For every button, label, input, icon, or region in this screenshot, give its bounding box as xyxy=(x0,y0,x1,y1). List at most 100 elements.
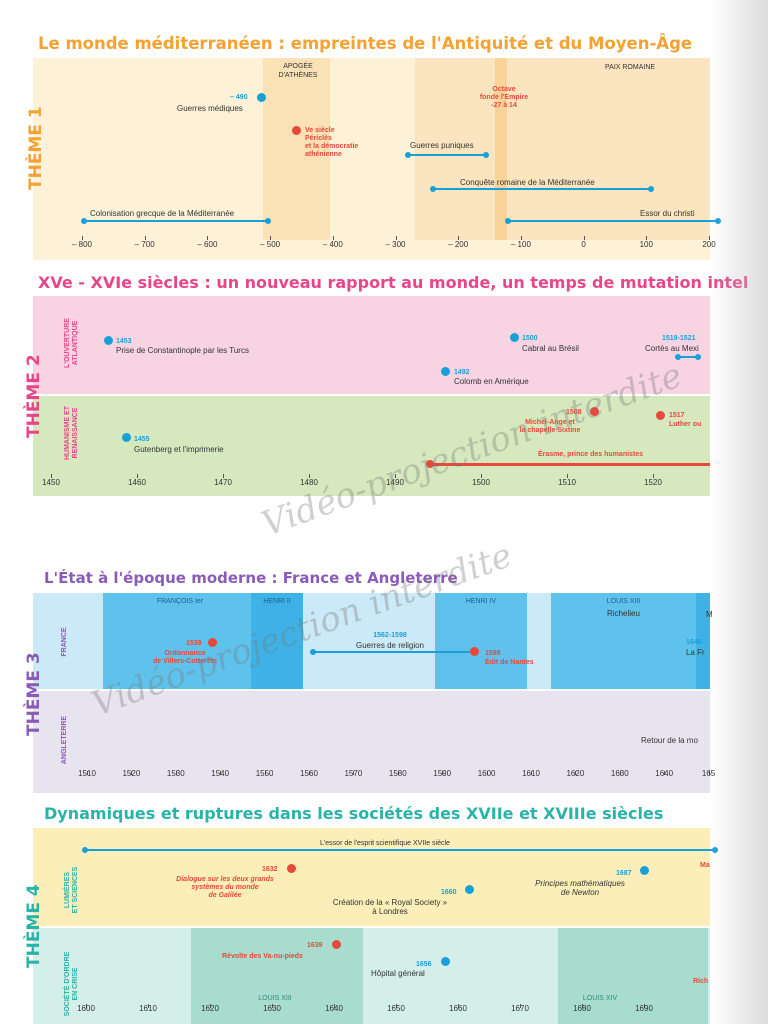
k4b-label: Richelieu xyxy=(607,609,640,618)
e4-dot xyxy=(441,367,450,376)
ev1-date: – 490 xyxy=(230,94,248,101)
axis-tick-label: 1510 xyxy=(558,478,576,487)
axis-tick-label: – 800 xyxy=(71,240,93,249)
t4e5-date: 1639 xyxy=(307,942,323,949)
e3-text: Cortès au Mexi xyxy=(645,344,699,353)
axis-tick-label: 1460 xyxy=(128,478,146,487)
theme3-title: L'État à l'époque moderne : France et An… xyxy=(44,569,458,587)
axis-tick-label: – 700 xyxy=(134,240,155,249)
apogee-label: APOGÉE D'ATHÈNES xyxy=(278,63,318,79)
t3e3-date: 1598 xyxy=(485,650,501,657)
axis-tick-label: 1690 xyxy=(635,1004,653,1013)
ev1-text: Guerres médiques xyxy=(177,104,243,113)
theme1-label: THÈME 1 xyxy=(26,106,46,190)
axis-tick-mark xyxy=(210,1004,211,1008)
t4e1-text: Dialogue sur les deux grands systèmes du… xyxy=(176,876,274,899)
e2-dot xyxy=(510,333,519,342)
axis-tick-label: 200 xyxy=(702,240,716,249)
t4e1-dot xyxy=(287,864,296,873)
axis-tick-label: 1470 xyxy=(214,478,232,487)
ev6-bar xyxy=(81,218,271,224)
axis-tick-label: 1640 xyxy=(325,1004,343,1013)
t4e5-text: Révolte des Va-nu-pieds xyxy=(222,953,303,960)
axis-tick-mark xyxy=(583,236,585,240)
axis-tick-label: – 400 xyxy=(322,240,343,249)
axis-tick-mark xyxy=(131,771,133,775)
t3e2-bar xyxy=(310,649,478,655)
t4-top-bar xyxy=(82,847,718,853)
axis-tick-mark xyxy=(144,236,146,240)
k2-label: HENRI II xyxy=(263,598,291,605)
axis-tick-label: 1680 xyxy=(573,1004,591,1013)
axis-tick-mark xyxy=(332,236,334,240)
t4e3-date: 1687 xyxy=(616,870,632,877)
t3e1-date: 1539 xyxy=(186,640,202,647)
theme2-label: THÈME 2 xyxy=(24,354,44,438)
axis-tick-label: 1630 xyxy=(610,769,629,778)
axis-tick-label: 1480 xyxy=(300,478,318,487)
axis-tick-label: 1520 xyxy=(644,478,662,487)
ev4-text: Guerres puniques xyxy=(410,141,474,150)
t3e1-dot xyxy=(208,638,217,647)
e6-date: 1508 xyxy=(566,409,582,416)
e7-dot xyxy=(656,411,665,420)
axis-tick-label: 1620 xyxy=(566,769,585,778)
axis-tick-mark xyxy=(644,1004,645,1008)
e3-bar xyxy=(675,354,701,360)
e2-text: Cabral au Brésil xyxy=(522,344,579,353)
axis-tick-mark xyxy=(270,236,272,240)
axis-tick-mark xyxy=(309,474,310,478)
axis-tick-mark xyxy=(272,1004,273,1008)
axis-tick-mark xyxy=(397,771,399,775)
ev5-bar xyxy=(430,186,654,192)
theme4-band-a xyxy=(33,828,710,926)
t3e4-date: 1648- xyxy=(686,639,704,646)
t3e2-date: 1562-1598 xyxy=(373,632,407,639)
theme3-band-a xyxy=(33,593,710,689)
axis-tick-mark xyxy=(51,474,52,478)
e6-dot xyxy=(590,407,599,416)
axis-tick-label: 1510 xyxy=(78,769,96,778)
ev7-text: Essor du christi xyxy=(640,209,695,218)
axis-tick-mark xyxy=(531,771,532,775)
ev2-text: Ve siècle Périclès et la démocratie athé… xyxy=(305,127,359,158)
t4e6-date: 1656 xyxy=(416,961,432,968)
t4e6-dot xyxy=(441,957,450,966)
t4e4-text: Ma xyxy=(700,862,710,869)
axis-tick-mark xyxy=(395,236,397,240)
theme2-sub-a: L'OUVERTURE ATLANTIQUE xyxy=(64,318,79,368)
theme3-band-b xyxy=(33,691,710,793)
axis-tick-label: 1620 xyxy=(201,1004,219,1013)
axis-tick-label: – 200 xyxy=(448,240,469,249)
e1-text: Prise de Constantinople par les Turcs xyxy=(116,346,249,355)
axis-tick-label: 1600 xyxy=(77,1004,95,1013)
e1-date: 1453 xyxy=(116,338,132,345)
axis-tick-mark xyxy=(582,1004,583,1008)
axis-tick-label: 1590 xyxy=(433,769,452,778)
axis-tick-mark xyxy=(395,474,396,478)
t3e3-dot xyxy=(470,647,479,656)
axis-tick-label: – 300 xyxy=(385,240,406,249)
t4e1-date: 1632 xyxy=(262,866,278,873)
axis-tick-label: 1490 xyxy=(386,478,404,487)
roman-peace-label: PAIX ROMAINE xyxy=(605,64,656,71)
theme4-sub-a: LUMIÈRES ET SCIENCES xyxy=(64,866,79,914)
e8-text: Érasme, prince des humanistes xyxy=(538,451,644,458)
axis-tick-mark xyxy=(481,474,482,478)
axis-tick-label: 1600 xyxy=(477,769,496,778)
axis-tick-label: – 100 xyxy=(510,240,531,249)
axis-tick-mark xyxy=(353,771,355,775)
axis-tick-label: 1610 xyxy=(522,769,540,778)
t4e2-date: 1660 xyxy=(441,889,457,896)
axis-tick-mark xyxy=(264,771,266,775)
empire-band xyxy=(495,58,507,240)
e1-dot xyxy=(104,336,113,345)
theme3-axis: 1510 1520 1530 1540 1550 1560 1570 1580 1590 1600… xyxy=(33,769,715,793)
axis-tick-mark xyxy=(575,771,577,775)
e5-date: 1455 xyxy=(134,436,150,443)
axis-tick-mark xyxy=(223,474,224,478)
axis-tick-label: 1540 xyxy=(211,769,230,778)
axis-tick-label: 1630 xyxy=(263,1004,281,1013)
e8-bar xyxy=(430,463,710,466)
axis-tick-mark xyxy=(709,236,710,240)
